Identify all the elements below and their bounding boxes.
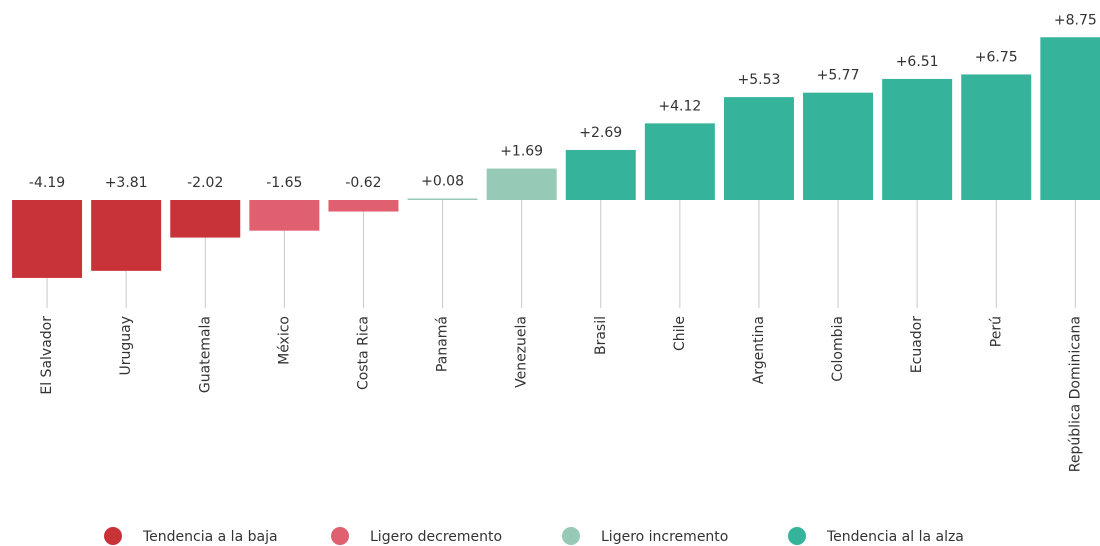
bar	[91, 200, 162, 271]
x-tick-label: Perú	[988, 316, 1004, 347]
x-tick-label: Uruguay	[118, 316, 134, 376]
bar	[328, 200, 399, 212]
value-label: +5.53	[737, 72, 780, 88]
bar	[12, 200, 83, 278]
x-tick-label: Ecuador	[909, 316, 925, 373]
bar	[565, 149, 636, 200]
bar	[644, 123, 715, 200]
x-tick-label: Argentina	[751, 316, 767, 384]
value-label: +6.51	[896, 54, 939, 70]
legend-label: Tendencia al la alza	[826, 529, 964, 545]
x-tick-label: Guatemala	[197, 316, 213, 393]
x-tick-label: Colombia	[830, 316, 846, 382]
value-label: +2.69	[579, 125, 622, 141]
x-tick-label: El Salvador	[39, 316, 55, 395]
legend-label: Ligero decremento	[370, 529, 502, 545]
bar	[723, 97, 794, 200]
value-label: -2.02	[187, 175, 223, 191]
bar	[407, 198, 478, 200]
value-label: +3.81	[105, 175, 148, 191]
bar	[249, 200, 320, 231]
bar	[961, 74, 1032, 200]
value-label: -4.19	[29, 175, 65, 191]
bar	[803, 92, 874, 200]
x-tick-label: Brasil	[593, 316, 609, 355]
legend-swatch	[562, 527, 580, 545]
x-tick-label: Venezuela	[514, 316, 530, 388]
x-tick-label: Chile	[672, 316, 688, 351]
legend-swatch	[788, 527, 806, 545]
x-tick-label: México	[276, 316, 292, 365]
legend-swatch	[104, 527, 122, 545]
value-label: +8.75	[1054, 12, 1097, 28]
value-label: +5.77	[817, 68, 860, 84]
x-tick-label: Costa Rica	[355, 316, 371, 390]
legend-label: Ligero incremento	[601, 529, 728, 545]
value-label: -0.62	[345, 175, 381, 191]
value-label: +4.12	[658, 98, 701, 114]
legend-label: Tendencia a la baja	[142, 529, 278, 545]
bar	[170, 200, 241, 238]
bar	[882, 78, 953, 200]
legend-swatch	[331, 527, 349, 545]
x-tick-label: República Dominicana	[1067, 316, 1083, 472]
bar	[1040, 37, 1100, 200]
value-label: +0.08	[421, 174, 464, 190]
value-label: -1.65	[266, 175, 302, 191]
value-label: +6.75	[975, 49, 1018, 65]
x-tick-label: Panamá	[435, 316, 451, 372]
value-label: +1.69	[500, 144, 543, 160]
bar	[486, 168, 557, 200]
